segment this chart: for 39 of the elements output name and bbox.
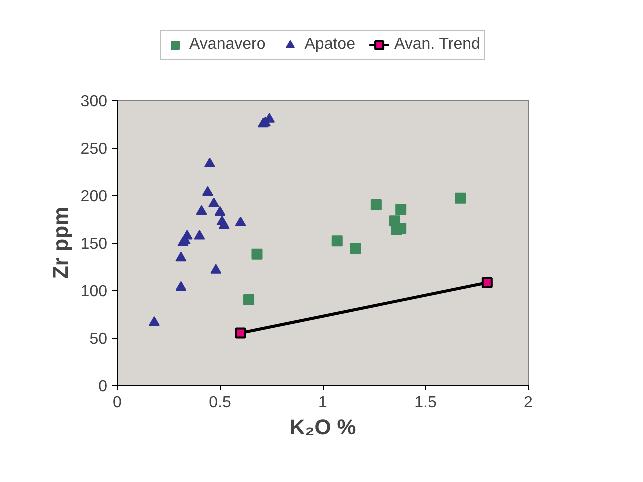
point [202, 186, 214, 196]
legend-label: Apatoe [304, 36, 356, 54]
x-axis-title: K₂O % [290, 416, 356, 440]
point [204, 158, 216, 168]
x-tick-label: 1 [318, 394, 328, 412]
y-tick-label: 0 [98, 378, 108, 396]
y-tick-label: 150 [80, 236, 108, 253]
legend-label: Avanavero [190, 36, 266, 54]
point [235, 328, 246, 339]
point [396, 204, 407, 216]
y-tick-label: 50 [90, 331, 108, 348]
y-tick-label: 250 [80, 141, 108, 158]
point [482, 277, 493, 288]
y-tick-label: 200 [80, 188, 108, 206]
point [350, 243, 362, 254]
point [455, 192, 466, 204]
point [218, 220, 230, 230]
y-tick-label: 300 [80, 94, 108, 110]
point [214, 206, 226, 216]
point [252, 248, 263, 260]
point [235, 216, 246, 226]
legend-label: Avan. Trend [394, 36, 480, 54]
y-axis-title: Zr ppm [48, 206, 73, 280]
point [148, 316, 160, 326]
x-tick-label: 0 [113, 394, 122, 412]
x-tick-label: 2 [524, 394, 534, 412]
point [208, 198, 220, 208]
point [196, 205, 208, 216]
point [370, 200, 382, 210]
x-tick-label: 0.5 [209, 394, 232, 412]
point [194, 230, 206, 240]
point [182, 230, 193, 240]
y-tick-label: 100 [80, 284, 108, 300]
point [332, 236, 343, 247]
point [210, 264, 222, 274]
point [176, 252, 187, 262]
point [176, 281, 187, 292]
point [244, 294, 255, 306]
x-tick-label: 1.5 [414, 394, 437, 412]
